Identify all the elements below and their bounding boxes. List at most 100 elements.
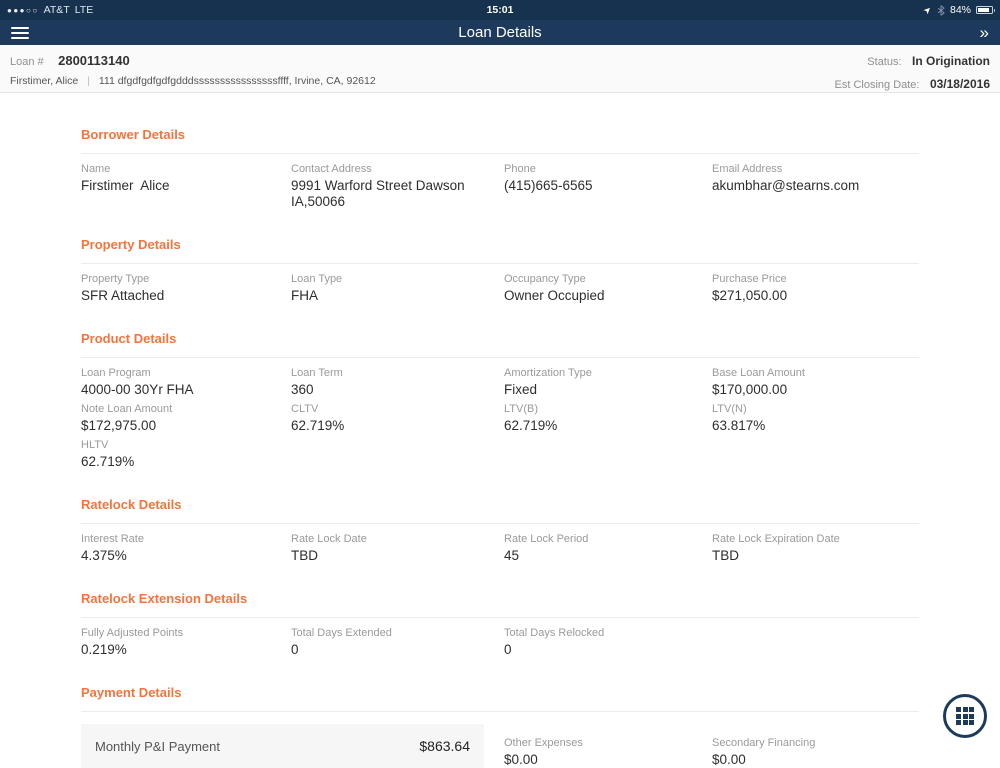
field-value: $0.00 [712,752,746,767]
field-rate-lock-period: Rate Lock Period 45 [504,533,712,564]
field-cltv: CLTV 62.719% [291,403,504,434]
field-label: HLTV [81,439,109,451]
field-property-type: Property Type SFR Attached [81,273,291,304]
status-label: Status: [867,56,902,68]
field-base-loan-amount: Base Loan Amount $170,000.00 [712,367,919,398]
field-fully-adjusted-points: Fully Adjusted Points 0.219% [81,627,291,658]
loan-summary-header: Loan # 2800113140 Firstimer, Alice | 111… [0,45,1000,93]
field-rate-lock-expiration-date: Rate Lock Expiration Date TBD [712,533,919,564]
monthly-pi-payment-label: Monthly P&I Payment [95,738,220,754]
field-value: SFR Attached [81,288,165,303]
field-contact-address: Contact Address 9991 Warford Street Daws… [291,163,504,210]
property-address-line: 111 dfgdfgdfgdfgdddssssssssssssssssffff,… [98,75,376,87]
field-amortization-type: Amortization Type Fixed [504,367,712,398]
section-divider [81,617,919,618]
field-label: Loan Term [291,367,343,379]
field-label: Rate Lock Period [504,533,589,545]
grid-menu-button[interactable] [943,694,987,738]
field-value: Fixed [504,382,538,397]
field-label: Property Type [81,273,150,285]
section-divider [81,523,919,524]
field-label: CLTV [291,403,319,415]
bluetooth-icon [937,4,945,16]
field-purchase-price: Purchase Price $271,050.00 [712,273,919,304]
section-divider [81,153,919,154]
loan-number-value: 2800113140 [58,53,130,68]
field-label: LTV(N) [712,403,747,415]
field-value: akumbhar@stearns.com [712,178,860,193]
field-row: Fully Adjusted Points 0.219% Total Days … [81,627,919,658]
field-loan-term: Loan Term 360 [291,367,504,398]
field-loan-type: Loan Type FHA [291,273,504,304]
field-value: Owner Occupied [504,288,605,303]
field-ltv-b: LTV(B) 62.719% [504,403,712,434]
payment-row: Monthly P&I Payment $863.64 Other Expens… [81,724,919,768]
field-row: Loan Program 4000-00 30Yr FHA Loan Term … [81,367,919,398]
field-row: Note Loan Amount $172,975.00 CLTV 62.719… [81,403,919,434]
field-value: Firstimer Alice [81,178,170,193]
section-title-ratelock-extension-details: Ratelock Extension Details [81,591,248,606]
field-label: Email Address [712,163,783,175]
field-label: Occupancy Type [504,273,586,285]
field-row: HLTV 62.719% [81,439,919,470]
field-row: Name Firstimer Alice Contact Address 999… [81,163,919,210]
field-total-days-relocked: Total Days Relocked 0 [504,627,712,658]
field-value: 62.719% [81,454,135,469]
keypad-grid-icon [956,707,974,725]
field-label: Secondary Financing [712,737,816,749]
forward-chevrons-button[interactable]: » [979,23,989,42]
section-title-payment-details: Payment Details [81,685,182,700]
carrier-label: AT&T [43,4,70,16]
field-rate-lock-date: Rate Lock Date TBD [291,533,504,564]
signal-strength-icon: ●●●○○ [7,5,39,15]
field-label: Contact Address [291,163,372,175]
monthly-pi-payment-row[interactable]: Monthly P&I Payment $863.64 [81,724,484,768]
field-value: FHA [291,288,318,303]
field-value: 0 [291,642,299,657]
section-divider [81,711,919,712]
field-label: Loan Type [291,273,343,285]
field-label: Purchase Price [712,273,787,285]
field-label: Other Expenses [504,737,583,749]
field-label: Rate Lock Expiration Date [712,533,840,545]
battery-percent-label: 84% [949,4,971,16]
field-value: TBD [291,548,318,563]
borrower-name-line: Firstimer, Alice [10,75,79,87]
field-label: Interest Rate [81,533,144,545]
navigation-bar: Loan Details » [0,20,1000,45]
page-title: Loan Details [458,24,542,41]
hamburger-menu-button[interactable] [11,26,29,39]
field-label: Fully Adjusted Points [81,627,184,639]
field-value: 62.719% [291,418,345,433]
field-value: (415)665-6565 [504,178,593,193]
field-value: $0.00 [504,752,538,767]
status-bar: ●●●○○ AT&T LTE 15:01 ➤ 84% [0,0,1000,20]
field-name: Name Firstimer Alice [81,163,291,210]
field-value: $170,000.00 [712,382,788,397]
field-label: Total Days Extended [291,627,392,639]
section-title-ratelock-details: Ratelock Details [81,497,182,512]
field-value: TBD [712,548,739,563]
field-ltv-n: LTV(N) 63.817% [712,403,919,434]
clock-label: 15:01 [486,4,514,16]
field-label: Rate Lock Date [291,533,367,545]
section-title-borrower-details: Borrower Details [81,127,186,142]
field-label: Total Days Relocked [504,627,605,639]
field-value: $271,050.00 [712,288,788,303]
field-label: Base Loan Amount [712,367,805,379]
field-value: $172,975.00 [81,418,157,433]
loan-number-label: Loan # [10,56,44,68]
field-phone: Phone (415)665-6565 [504,163,712,210]
field-value: 4.375% [81,548,127,563]
network-label: LTE [74,4,94,16]
loan-details-content: Borrower Details Name Firstimer Alice Co… [0,127,1000,768]
field-other-expenses: Other Expenses $0.00 [504,724,712,768]
field-value: 0.219% [81,642,127,657]
location-arrow-icon: ➤ [921,3,935,16]
separator: | [87,75,90,87]
field-value: 62.719% [504,418,558,433]
field-label: Phone [504,163,536,175]
field-secondary-financing: Secondary Financing $0.00 [712,724,919,768]
field-total-days-extended: Total Days Extended 0 [291,627,504,658]
status-value: In Origination [912,54,990,68]
